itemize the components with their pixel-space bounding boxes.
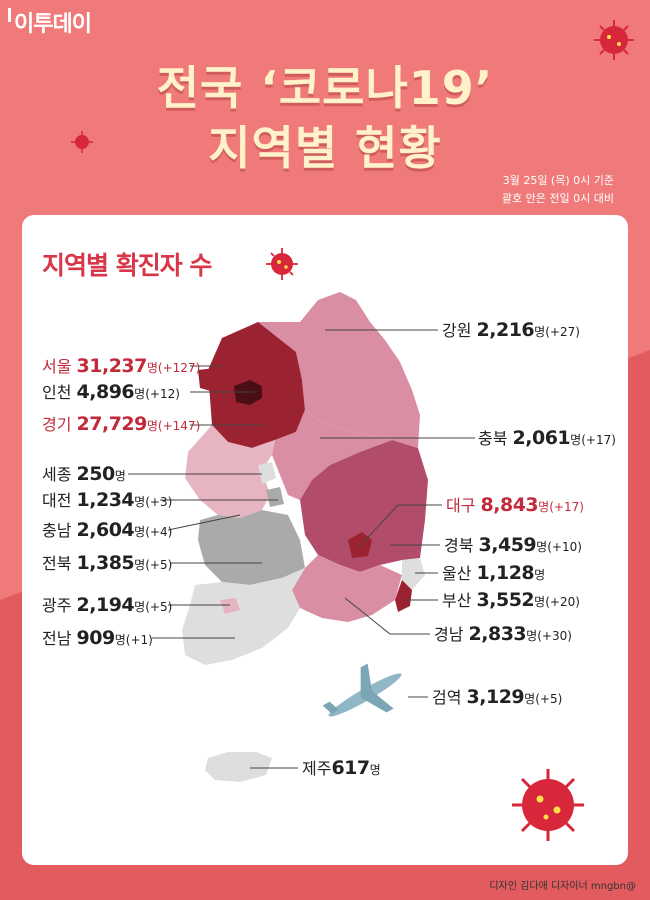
region-gwangju [220, 598, 240, 614]
region-daejeon [266, 487, 284, 507]
label-incheon: 인천 4,896명(+12) [42, 381, 180, 403]
label-chungnam: 충남 2,604명(+4) [42, 519, 173, 541]
region-jeonbuk [198, 510, 305, 585]
label-jeonnam: 전남 909명(+1) [42, 627, 153, 649]
region-sejong [258, 462, 276, 484]
label-gwangju: 광주 2,194명(+5) [42, 594, 173, 616]
region-busan [395, 580, 412, 612]
region-gyeongbuk [300, 440, 428, 572]
label-ulsan: 울산 1,128명 [442, 562, 546, 584]
label-daejeon: 대전 1,234명(+3) [42, 489, 173, 511]
region-jeonnam [182, 568, 305, 665]
label-busan: 부산 3,552명(+20) [442, 589, 580, 611]
section-subtitle: 지역별 확진자 수 [42, 251, 212, 280]
label-sejong: 세종 250명 [42, 463, 126, 485]
label-quarantine: 검역 3,129명(+5) [432, 686, 563, 708]
page-title-line2: 지역별 현황 [208, 121, 442, 175]
label-jeonbuk: 전북 1,385명(+5) [42, 552, 173, 574]
date-note: 3월 25일 (목) 0시 기준 [502, 174, 614, 187]
region-chungnam [185, 425, 275, 518]
leader-lines [128, 329, 475, 769]
virus-icon [594, 20, 634, 60]
label-seoul: 서울 31,237명(+127) [42, 355, 201, 377]
virus-icon [266, 248, 298, 280]
brand-logo: 이투데이 [8, 6, 92, 38]
airplane-icon [322, 663, 402, 717]
region-daegu [348, 532, 372, 558]
region-chungbuk [272, 410, 392, 500]
region-gangwon [258, 292, 420, 448]
label-gangwon: 강원 2,216명(+27) [442, 319, 580, 341]
diff-note: 괄호 안은 전일 0시 대비 [501, 192, 614, 205]
page-title-line1: 전국 ‘코로나19’ [156, 61, 494, 115]
region-ulsan [402, 558, 425, 590]
design-credit: 디자인 김다애 디자이너 mngbn@ [489, 881, 636, 892]
label-gyeongnam: 경남 2,833명(+30) [434, 623, 572, 645]
region-gyeongnam [292, 555, 402, 622]
region-jeju [205, 752, 272, 782]
label-jeju: 제주617명 [302, 757, 381, 779]
label-chungbuk: 충북 2,061명(+17) [478, 427, 616, 449]
label-daegu: 대구 8,843명(+17) [446, 494, 584, 516]
virus-icon [71, 131, 93, 153]
label-gyeonggi: 경기 27,729명(+147) [42, 413, 201, 435]
virus-icon [512, 769, 584, 841]
label-gyeongbuk: 경북 3,459명(+10) [444, 534, 582, 556]
region-incheon [198, 368, 222, 392]
